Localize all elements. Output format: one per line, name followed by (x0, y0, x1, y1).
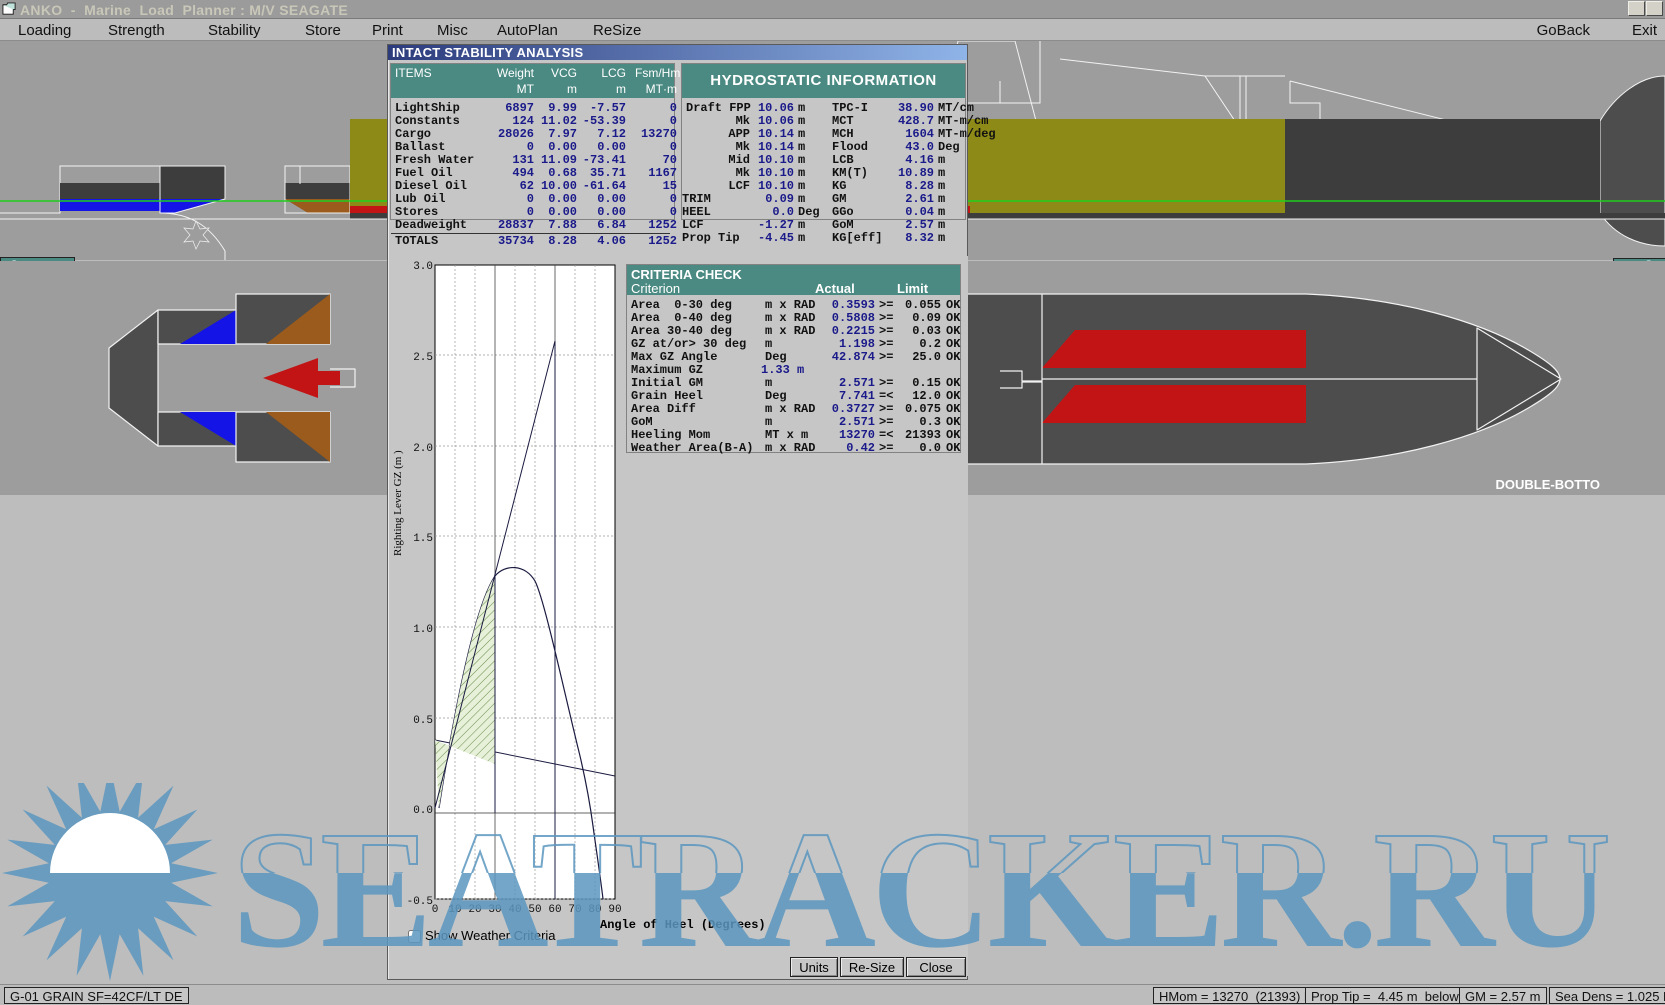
svg-text:0: 0 (432, 904, 439, 916)
svg-text:1.0: 1.0 (413, 624, 433, 636)
svg-text:DOUBLE-BOTTO: DOUBLE-BOTTO (1496, 477, 1600, 492)
svg-text:3.0: 3.0 (413, 261, 433, 273)
svg-text:1.5: 1.5 (413, 533, 433, 545)
svg-text:2.5: 2.5 (413, 352, 433, 364)
svg-text:0.0: 0.0 (413, 805, 433, 817)
svg-text:60: 60 (548, 904, 561, 916)
svg-text:-0.5: -0.5 (407, 896, 433, 908)
svg-text:0.5: 0.5 (413, 715, 433, 727)
svg-text:80: 80 (588, 904, 601, 916)
svg-text:2.0: 2.0 (413, 443, 433, 455)
svg-text:70: 70 (568, 904, 581, 916)
svg-text:90: 90 (608, 904, 621, 916)
svg-text:10: 10 (448, 904, 461, 916)
svg-text:40: 40 (508, 904, 521, 916)
svg-text:50: 50 (528, 904, 541, 916)
svg-text:30: 30 (488, 904, 501, 916)
svg-text:20: 20 (468, 904, 481, 916)
